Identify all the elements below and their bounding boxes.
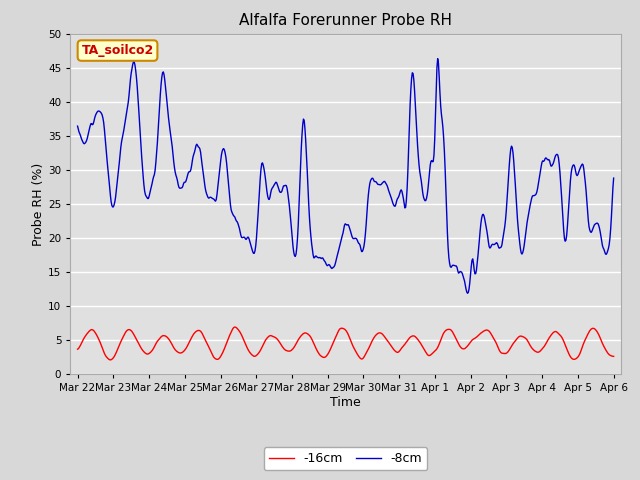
-8cm: [426, 162, 434, 168]
Line: -8cm: -8cm: [77, 59, 614, 293]
-8cm: [411, 88, 419, 94]
Text: TA_soilco2: TA_soilco2: [81, 44, 154, 57]
-16cm: [83, 331, 91, 336]
-8cm: [463, 290, 471, 296]
-16cm: [412, 335, 420, 340]
-16cm: [222, 342, 230, 348]
-8cm: [74, 123, 81, 129]
-16cm: [610, 353, 618, 359]
X-axis label: Time: Time: [330, 396, 361, 409]
-16cm: [140, 348, 147, 354]
-16cm: [106, 357, 114, 363]
Legend: -16cm, -8cm: -16cm, -8cm: [264, 447, 428, 470]
-8cm: [610, 175, 618, 181]
-8cm: [139, 164, 147, 170]
-8cm: [221, 150, 229, 156]
-16cm: [231, 324, 239, 330]
-8cm: [193, 141, 201, 147]
-8cm: [434, 56, 442, 61]
Y-axis label: Probe RH (%): Probe RH (%): [33, 162, 45, 246]
-8cm: [83, 135, 91, 141]
-16cm: [428, 351, 436, 357]
Title: Alfalfa Forerunner Probe RH: Alfalfa Forerunner Probe RH: [239, 13, 452, 28]
Line: -16cm: -16cm: [77, 327, 614, 360]
-16cm: [194, 328, 202, 334]
-16cm: [74, 346, 81, 352]
